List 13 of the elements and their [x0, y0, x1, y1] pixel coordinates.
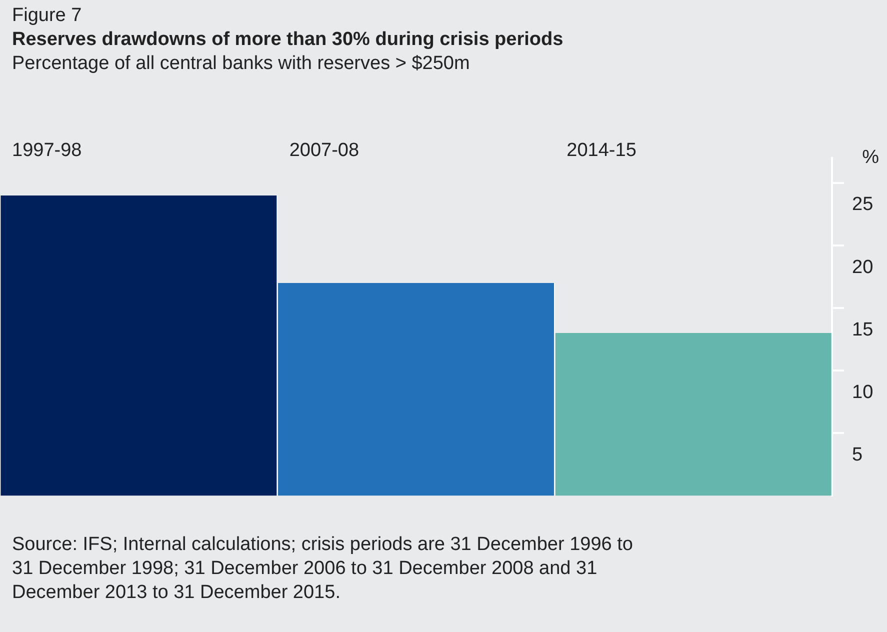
y-axis-title: % [862, 147, 880, 168]
x-tick-label: 2014-15 [566, 140, 636, 161]
y-tick-label: 25 [852, 194, 874, 216]
y-tick-label: 15 [852, 319, 874, 340]
y-tick-label: 20 [852, 256, 874, 278]
y-tick-label: 5 [852, 444, 863, 466]
x-tick-label: 2007-08 [289, 140, 360, 161]
x-tick-label: 1997-98 [12, 140, 82, 161]
y-tick-label: 10 [852, 382, 874, 403]
chart-subtitle: Percentage of all central banks with reserves > $250m [12, 52, 471, 76]
chart-title: Reserves drawdowns of more than 30% during crisis periods [12, 28, 564, 52]
source-note: Source: IFS; Internal calculations; crisis periods are 31 December 1996 to 31 December 1998; 31 December 2006 to 31 December 2008 and 31 December 2013 to 31 December 2015. [12, 533, 634, 605]
caption: Figure 7 [12, 4, 83, 28]
